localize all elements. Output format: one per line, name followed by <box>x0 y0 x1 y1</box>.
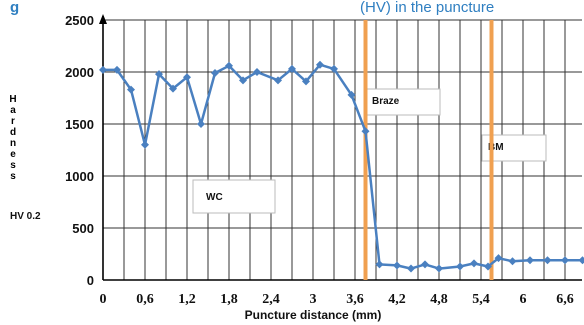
x-tick-label: 1,8 <box>220 292 238 307</box>
y-axis-title: H a r d n e s s <box>0 94 26 182</box>
x-tick-label: 5,4 <box>472 292 490 307</box>
data-point <box>141 140 149 149</box>
y-tick-label: 0 <box>87 273 94 288</box>
data-point <box>169 84 177 93</box>
x-tick-label: 0 <box>100 292 107 307</box>
y-axis-title-d: d <box>9 127 17 138</box>
data-point <box>578 256 584 265</box>
data-point <box>225 61 233 70</box>
x-tick-label: 0,6 <box>136 292 154 307</box>
x-tick-label: 4,8 <box>430 292 448 307</box>
y-axis-title-h: H <box>9 94 17 105</box>
data-point <box>316 60 324 69</box>
grid-lines <box>103 19 582 280</box>
x-tick-label: 1,2 <box>178 292 196 307</box>
x-tick-label: 4,2 <box>388 292 406 307</box>
data-point <box>494 254 503 263</box>
y-tick-label: 1500 <box>65 117 94 132</box>
zone-box <box>192 179 276 214</box>
data-point <box>99 65 107 74</box>
data-point <box>421 260 429 269</box>
data-point <box>330 64 338 73</box>
zone-box <box>365 88 441 116</box>
x-tick-label: 6,6 <box>556 292 574 307</box>
data-point <box>526 256 534 265</box>
y-axis-unit: HV 0.2 <box>10 211 41 222</box>
data-point <box>347 90 356 99</box>
data-point <box>239 76 247 85</box>
data-point <box>543 256 552 265</box>
y-tick-label: 500 <box>72 221 94 236</box>
y-axis-title-a: a <box>10 105 16 116</box>
data-point <box>456 262 464 271</box>
hardness-line <box>103 63 584 270</box>
x-tick-label: 6 <box>520 292 527 307</box>
data-point <box>435 264 443 273</box>
data-point <box>113 65 121 74</box>
data-series <box>99 60 584 273</box>
x-axis-title: Puncture distance (mm) <box>245 308 382 322</box>
data-point <box>183 73 191 82</box>
data-point <box>274 76 282 85</box>
data-point <box>288 64 296 73</box>
data-point <box>197 120 205 128</box>
y-axis-title-e: e <box>10 149 16 160</box>
data-point <box>375 260 384 269</box>
y-axis-title-s2: s <box>10 171 16 182</box>
data-point <box>393 261 401 270</box>
y-axis-title-s1: s <box>10 160 16 171</box>
axes <box>99 14 582 281</box>
zone-label: Braze <box>372 96 400 107</box>
x-tick-label: 3,6 <box>346 292 364 307</box>
data-point <box>127 85 135 94</box>
data-point <box>211 69 219 78</box>
y-axis-arrow <box>99 14 107 24</box>
zone-boxes: WC Braze BM <box>192 20 547 280</box>
x-tick-label: 3 <box>310 292 317 307</box>
data-point <box>155 70 163 79</box>
zone-label: WC <box>206 192 223 203</box>
data-point <box>361 127 370 136</box>
data-point <box>508 257 517 266</box>
tick-labels: 0 500 1000 1500 2000 2500 0 0,6 1,2 1,8 2,4 3 3,6 4,2… <box>65 13 574 307</box>
data-point <box>302 77 310 86</box>
data-point <box>470 259 478 268</box>
y-tick-label: 2000 <box>65 65 94 80</box>
zone-label: BM <box>488 142 504 153</box>
data-point <box>407 264 415 273</box>
data-point <box>561 256 569 265</box>
y-tick-label: 1000 <box>65 169 94 184</box>
x-tick-label: 2,4 <box>262 292 280 307</box>
y-axis-title-r: r <box>11 116 15 127</box>
header-fragment-mid: (HV) in the puncture <box>360 0 494 16</box>
y-axis-title-n: n <box>9 138 17 149</box>
y-tick-label: 2500 <box>65 13 94 28</box>
data-point <box>484 262 492 271</box>
data-point <box>253 68 261 76</box>
header-fragment-left: g <box>10 0 19 16</box>
